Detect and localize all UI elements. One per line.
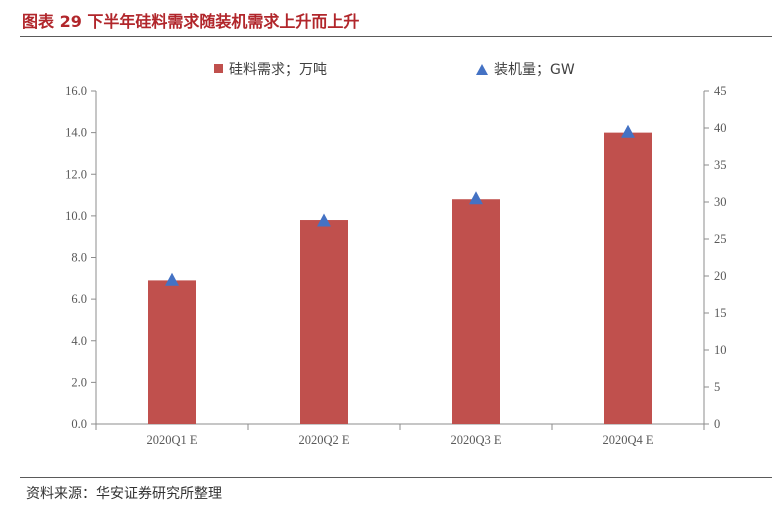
axes: 0.02.04.06.08.010.012.014.016.0051015202… [65,84,726,447]
top-rule [20,36,772,37]
legend-marker-installations [476,64,488,75]
right-tick-label: 35 [714,158,727,172]
legend-label-installations: 装机量；GW [494,62,575,78]
right-tick-label: 15 [714,306,727,320]
triangle-marker [317,213,331,227]
legend-swatch-silicon-demand [214,64,223,73]
left-tick-label: 6.0 [71,292,87,306]
left-tick-label: 0.0 [71,417,87,431]
right-tick-label: 20 [714,269,727,283]
left-tick-label: 2.0 [71,375,87,389]
bar [452,199,500,424]
bar [604,132,652,424]
right-tick-label: 45 [714,84,727,98]
bar [148,280,196,424]
triangle-marker [165,272,179,286]
right-tick-label: 10 [714,343,727,357]
right-tick-label: 5 [714,380,720,394]
right-tick-label: 30 [714,195,727,209]
legend: 硅料需求；万吨 装机量；GW [214,62,575,78]
legend-label-silicon-demand: 硅料需求；万吨 [229,62,327,78]
figure-title: 图表 29 下半年硅料需求随装机需求上升而上升 [22,12,360,31]
triangle-marker [621,124,635,138]
right-tick-label: 40 [714,121,727,135]
marker-series [165,124,635,286]
bar [300,220,348,424]
x-tick-label: 2020Q1 E [146,433,197,447]
x-tick-label: 2020Q2 E [298,433,349,447]
bottom-rule [20,477,772,478]
left-tick-label: 14.0 [65,126,87,140]
source-note: 资料来源：华安证券研究所整理 [26,486,222,502]
x-tick-label: 2020Q4 E [602,433,653,447]
right-tick-label: 0 [714,417,720,431]
left-tick-label: 12.0 [65,167,87,181]
left-tick-label: 16.0 [65,84,87,98]
right-tick-label: 25 [714,232,727,246]
x-tick-label: 2020Q3 E [450,433,501,447]
bar-series [148,132,652,424]
left-tick-label: 8.0 [71,251,87,265]
left-tick-label: 4.0 [71,334,87,348]
left-tick-label: 10.0 [65,209,87,223]
triangle-marker [469,191,483,205]
